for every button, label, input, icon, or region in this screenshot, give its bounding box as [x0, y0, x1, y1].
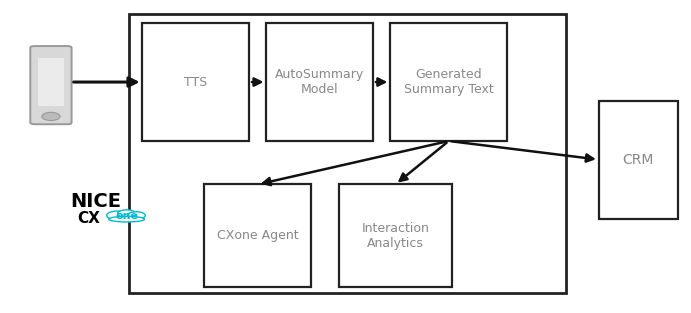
Text: TTS: TTS	[184, 75, 207, 89]
Bar	[38, 58, 64, 106]
Ellipse shape	[106, 211, 127, 220]
Bar	[339, 184, 452, 287]
Circle shape	[42, 112, 60, 121]
Text: NICE: NICE	[70, 192, 121, 211]
Bar	[266, 23, 373, 141]
Text: CX: CX	[77, 211, 100, 226]
Bar	[129, 14, 566, 293]
Text: Generated
Summary Text: Generated Summary Text	[404, 68, 493, 96]
FancyBboxPatch shape	[30, 46, 72, 124]
Bar	[205, 184, 311, 287]
Bar	[142, 23, 249, 141]
Bar	[390, 23, 507, 141]
Ellipse shape	[108, 216, 144, 222]
Text: CRM: CRM	[623, 153, 654, 167]
Text: CXone Agent: CXone Agent	[217, 229, 299, 242]
Bar	[599, 101, 678, 218]
Text: AutoSummary
Model: AutoSummary Model	[275, 68, 364, 96]
Text: Interaction
Analytics: Interaction Analytics	[361, 222, 429, 249]
Ellipse shape	[117, 210, 135, 217]
Text: one: one	[115, 211, 138, 221]
Ellipse shape	[127, 212, 145, 219]
